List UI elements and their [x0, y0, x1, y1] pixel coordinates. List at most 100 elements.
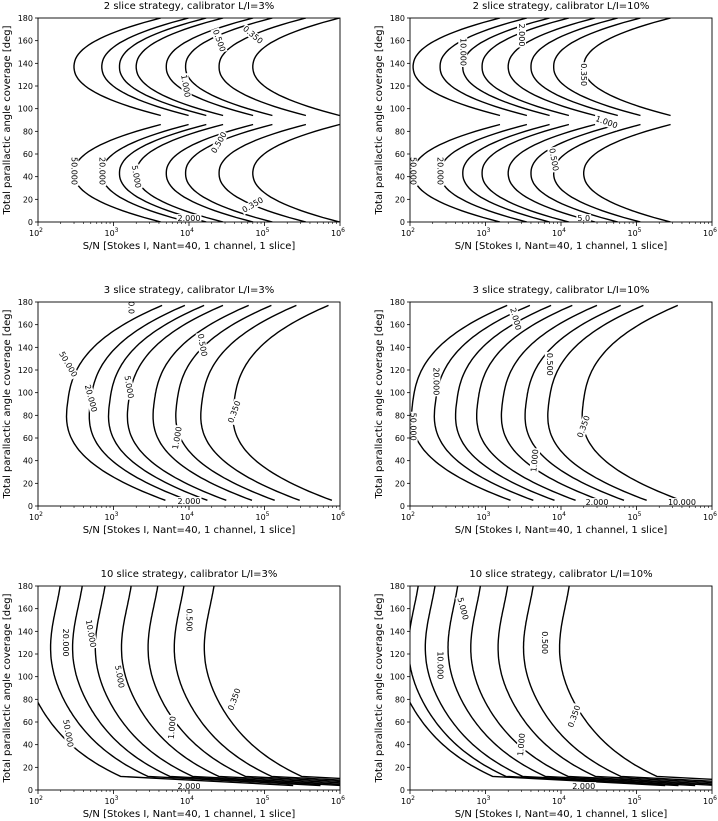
y-tick-label: 0 [28, 786, 33, 795]
y-tick-label: 180 [390, 582, 405, 591]
x-tick-label: 105 [255, 511, 269, 522]
contour-line-20.000 [49, 586, 321, 787]
x-axis-label: S/N [Stokes I, Nant=40, 1 channel, 1 sli… [455, 241, 668, 252]
x-tick-label: 104 [552, 511, 566, 522]
contour-label: 0.500 [540, 631, 549, 654]
y-tick-label: 0 [28, 218, 33, 227]
contour-line-2.000 [165, 123, 254, 222]
y-tick-label: 20 [23, 195, 33, 204]
contour-line-1.000 [175, 304, 275, 501]
contour-label: 0.500 [211, 28, 227, 53]
y-axis-label: Total parallactic angle coverage [deg] [374, 593, 385, 783]
contour-label: 0.500 [185, 609, 194, 632]
contour-label: 0.350 [576, 414, 592, 439]
contour-line-50.000 [410, 304, 511, 501]
contour-line-20.000 [101, 18, 189, 117]
contour-line-50.000 [410, 701, 666, 787]
y-tick-label: 40 [395, 173, 405, 182]
contour-label: 10.000 [668, 498, 696, 507]
y-tick-label: 0 [400, 786, 405, 795]
contour-group [412, 18, 671, 222]
y-tick-label: 60 [23, 150, 33, 159]
y-tick-label: 140 [18, 627, 33, 636]
contour-line-10.000 [71, 586, 340, 787]
contour-label: 2.000 [572, 782, 595, 791]
y-tick-label: 140 [390, 59, 405, 68]
contour-line-0.500 [522, 586, 712, 782]
contour-line-5.000 [126, 304, 227, 501]
contour-line-0.500 [553, 123, 641, 222]
contour-line-50.000 [412, 123, 501, 222]
panel-title: 3 slice strategy, calibrator L/I=10% [473, 285, 650, 296]
y-tick-label: 40 [23, 173, 33, 182]
y-tick-label: 40 [23, 741, 33, 750]
contour-line-0.350 [252, 123, 340, 222]
contour-label: 0.350 [566, 704, 582, 729]
contour-label: 0.350 [241, 195, 265, 214]
y-tick-label: 120 [390, 82, 405, 91]
contour-group [410, 586, 712, 787]
contour-label: 5.000 [130, 165, 143, 189]
y-tick-label: 80 [23, 127, 33, 136]
y-tick-label: 100 [390, 105, 405, 114]
contour-line-5.000 [94, 586, 340, 785]
x-tick-label: 102 [29, 227, 43, 238]
panel-title: 10 slice strategy, calibrator L/I=10% [469, 569, 652, 580]
x-tick-label: 102 [401, 795, 415, 806]
x-tick-label: 104 [180, 795, 194, 806]
contour-label: 2.000 [586, 498, 609, 507]
x-tick-label: 103 [104, 227, 118, 238]
y-tick-label: 60 [395, 434, 405, 443]
contour-label: 2.000 [178, 214, 201, 223]
contour-line-5.000 [447, 586, 712, 786]
contour-label: 0.500 [209, 130, 228, 154]
contour-line-1.000 [147, 586, 340, 783]
x-tick-label: 106 [703, 227, 717, 238]
contour-line-2.000 [507, 123, 596, 222]
contour-line-20.000 [439, 18, 528, 117]
contour-label: 1.000 [529, 449, 540, 473]
contour-line-50.000 [73, 123, 161, 222]
x-tick-label: 106 [703, 511, 717, 522]
y-tick-label: 60 [395, 150, 405, 159]
x-axis-label: S/N [Stokes I, Nant=40, 1 channel, 1 sli… [455, 809, 668, 820]
contour-group [73, 18, 340, 222]
contour-label: 20.000 [431, 367, 440, 395]
y-tick-label: 20 [23, 479, 33, 488]
contour-label: 20.000 [436, 157, 445, 185]
contour-label: 1.000 [179, 74, 192, 98]
contour-group [38, 586, 340, 787]
contour-label: 50.000 [409, 413, 418, 441]
contour-line-50.000 [65, 304, 166, 501]
contour-label: 5.000 [122, 375, 135, 399]
contour-label: 0.500 [545, 353, 554, 376]
contour-label: 20.000 [97, 157, 106, 185]
contour-line-10.000 [424, 586, 696, 787]
contour-label: 20.000 [83, 384, 99, 413]
x-tick-label: 105 [627, 227, 641, 238]
contour-line-2.000 [507, 18, 596, 117]
y-tick-label: 140 [18, 59, 33, 68]
y-tick-label: 100 [18, 105, 33, 114]
y-tick-label: 20 [395, 479, 405, 488]
panel-2: 2 slice strategy, calibrator L/I=10% 50.0… [374, 1, 717, 252]
y-tick-label: 80 [395, 695, 405, 704]
contour-line-0.350 [232, 304, 333, 501]
y-tick-label: 0 [400, 218, 405, 227]
y-tick-label: 180 [18, 14, 33, 23]
contour-line-10.000 [462, 123, 550, 222]
y-axis-label: Total parallactic angle coverage [deg] [2, 593, 13, 783]
y-tick-label: 20 [23, 763, 33, 772]
y-tick-label: 60 [23, 718, 33, 727]
contour-label: 50.000 [61, 719, 75, 748]
x-axis-label: S/N [Stokes I, Nant=40, 1 channel, 1 sli… [83, 809, 296, 820]
contour-line-1.000 [524, 304, 625, 501]
x-tick-label: 104 [552, 227, 566, 238]
contour-label: 2.000 [508, 307, 523, 331]
y-tick-label: 120 [390, 366, 405, 375]
y-tick-label: 60 [395, 718, 405, 727]
contour-line-20.000 [433, 304, 534, 501]
contour-label: 10.000 [436, 651, 445, 679]
contour-line-2.000 [152, 304, 253, 501]
